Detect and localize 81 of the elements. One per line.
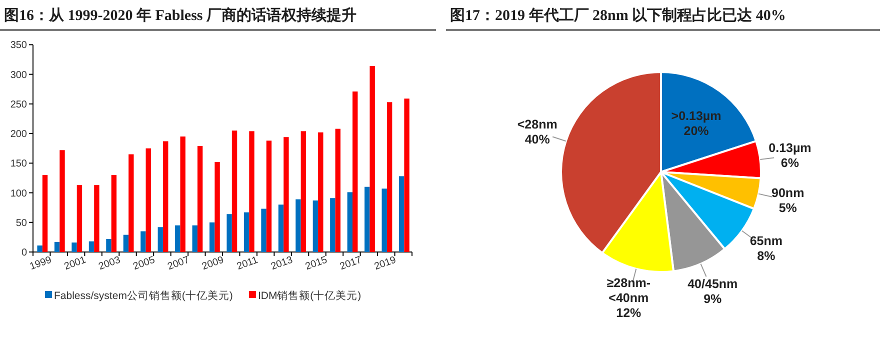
bar [180, 136, 186, 252]
x-tick-label: 1999 [28, 254, 54, 273]
bar [76, 185, 82, 252]
chart-title: 图17：2019 年代工厂 28nm 以下制程占比已达 40% [450, 7, 786, 24]
bar [214, 162, 220, 252]
data-label: 12% [616, 306, 642, 320]
slice-label: ≥28nm-<40nm [606, 276, 651, 305]
bar [209, 222, 215, 252]
bar [192, 225, 198, 252]
data-label: 8% [757, 248, 776, 263]
x-tick-label: 2013 [270, 254, 295, 273]
y-tick-label: 150 [10, 158, 28, 170]
x-tick-label: 2005 [132, 254, 157, 273]
legend-label: IDM销售额(十亿美元) [258, 289, 362, 302]
bar [312, 200, 318, 252]
bar [54, 242, 60, 252]
bar [146, 148, 151, 252]
bar [140, 231, 146, 252]
bar [60, 150, 65, 252]
y-tick-label: 350 [10, 40, 28, 52]
y-tick-label: 0 [21, 248, 28, 258]
bar [88, 241, 94, 252]
bar [197, 146, 203, 252]
data-label: 40% [524, 132, 550, 146]
bar [226, 214, 232, 252]
legend-label: Fabless/system公司销售额(十亿美元) [54, 289, 233, 302]
y-tick-label: 200 [10, 129, 28, 140]
slice-label: >0.13µm [671, 108, 722, 123]
bar [249, 131, 254, 252]
bar [261, 208, 266, 252]
x-tick-label: 2001 [62, 254, 88, 273]
bar [318, 132, 324, 252]
x-tick-label: 2007 [166, 254, 192, 273]
slice-label: 0.13µm [768, 141, 812, 156]
y-tick-label: 50 [16, 218, 28, 229]
bar [335, 128, 340, 252]
bar [296, 199, 301, 252]
bar [37, 245, 42, 252]
bar [398, 176, 404, 252]
x-tick-label: 2019 [372, 254, 398, 273]
bar [158, 227, 164, 252]
bar [352, 91, 358, 252]
y-tick-label: 300 [10, 70, 28, 81]
bar [300, 131, 306, 252]
bar [175, 225, 180, 252]
bar [72, 242, 77, 252]
y-tick-label: 100 [10, 188, 28, 200]
slice-label: <28nm [517, 117, 558, 132]
data-label: 20% [684, 124, 709, 138]
y-tick-label: 250 [10, 99, 28, 110]
x-tick-label: 2015 [304, 254, 330, 273]
bar [128, 154, 134, 252]
data-label: 9% [704, 292, 722, 306]
bar [111, 175, 117, 252]
bar [163, 141, 168, 252]
bar [123, 234, 129, 252]
x-tick-label: 2017 [338, 254, 364, 273]
bar [42, 175, 48, 252]
slice-label: 40/45nm [688, 276, 738, 291]
bar [94, 185, 100, 252]
x-tick-label: 2011 [235, 254, 260, 272]
chart-title: 图16：从 1999-2020 年 Fabless 厂商的话语权持续提升 [4, 6, 356, 24]
bar [278, 204, 284, 252]
bar [330, 198, 336, 252]
bar [382, 188, 387, 252]
data-label: 6% [780, 156, 800, 170]
bar [386, 102, 392, 252]
slice-label: 90nm [772, 186, 804, 200]
data-label: 5% [778, 200, 797, 215]
bar [244, 212, 250, 252]
bar [347, 192, 353, 252]
bar [266, 140, 272, 252]
bar [370, 66, 375, 252]
slice-label: 65nm [750, 234, 782, 248]
bar [106, 238, 112, 252]
x-tick-label: 2009 [200, 254, 226, 273]
bar [232, 130, 238, 252]
bar [364, 186, 370, 252]
bar [284, 137, 289, 252]
x-tick-label: 2003 [97, 254, 122, 273]
bar [404, 98, 410, 252]
